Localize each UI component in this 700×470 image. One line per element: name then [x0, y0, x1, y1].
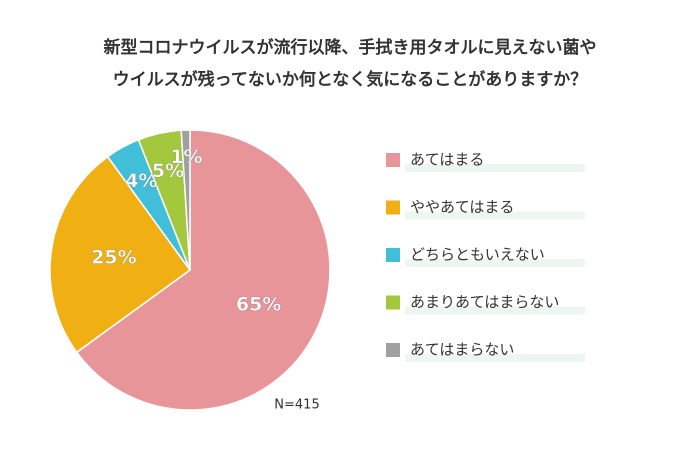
- data-label: 1%: [170, 146, 202, 168]
- legend-highlight: [405, 306, 585, 315]
- chart-title: 新型コロナウイルスが流行以降、手拭き用タオルに見えない菌や: [104, 37, 597, 58]
- legend-label: あてはまらない: [410, 341, 514, 359]
- legend-label: あてはまる: [410, 151, 484, 169]
- legend-swatch: [386, 153, 400, 167]
- data-label: 25%: [91, 246, 136, 268]
- legend-highlight: [405, 354, 585, 362]
- legend-swatch: [386, 248, 400, 262]
- annotation: N=415: [274, 398, 319, 413]
- data-label: 5%: [152, 160, 184, 182]
- pie-slice: [75, 129, 331, 411]
- legend-highlight: [405, 211, 585, 220]
- pie-slice: [49, 155, 192, 354]
- legend-swatch: [386, 200, 400, 215]
- legend-swatch: [386, 343, 400, 357]
- data-label: 4%: [125, 170, 157, 192]
- data-label: 65%: [236, 293, 281, 315]
- chart-title: ウイルスが残ってないか何となく気になることがありますか？: [113, 69, 588, 90]
- pie-slice: [180, 129, 191, 271]
- legend-swatch: [386, 295, 400, 310]
- legend-label: どちらともいえない: [410, 246, 545, 264]
- legend-highlight: [405, 164, 585, 172]
- legend-highlight: [405, 259, 585, 267]
- legend-label: ややあてはまる: [410, 198, 514, 216]
- legend-label: あまりあてはまらない: [410, 293, 559, 311]
